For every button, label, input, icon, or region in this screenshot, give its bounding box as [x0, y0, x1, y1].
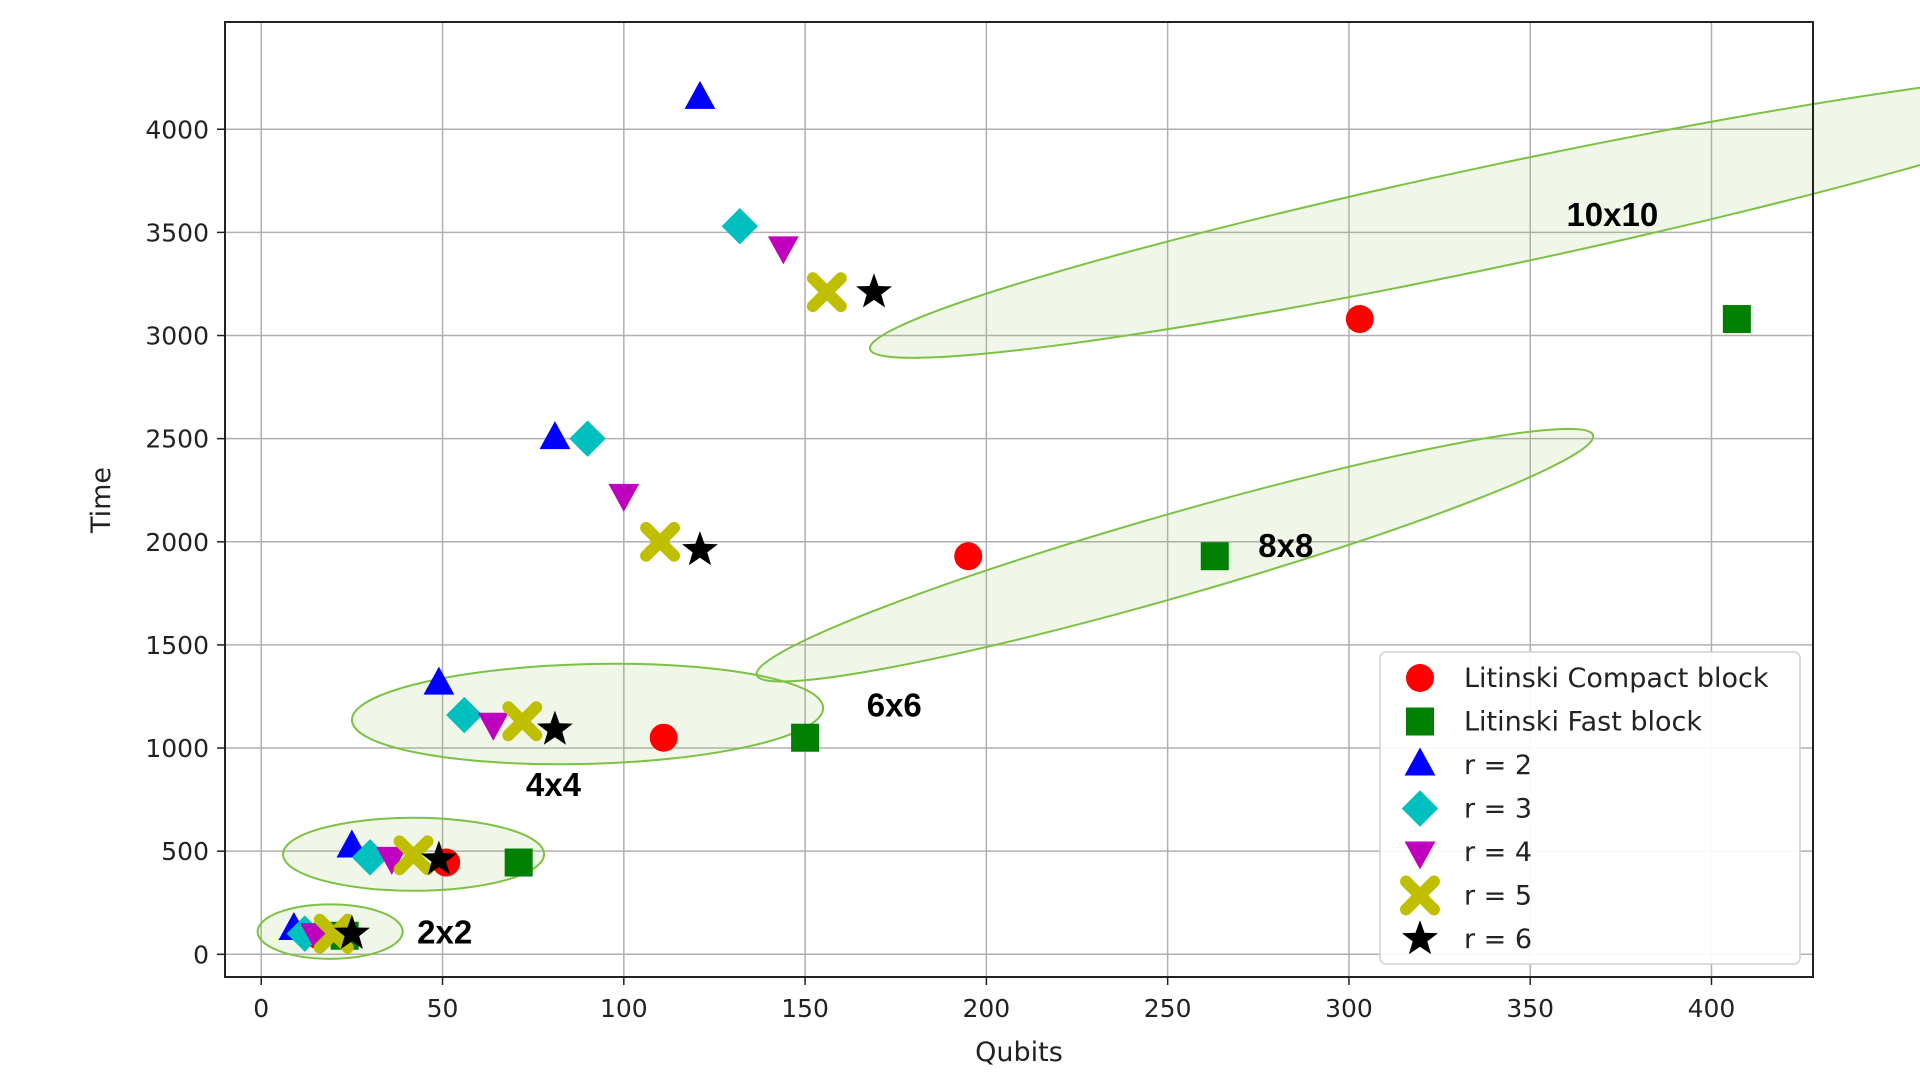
point-r-6 — [682, 531, 718, 566]
legend-marker-r-4 — [1404, 841, 1436, 870]
y-tick-label: 3500 — [145, 218, 209, 247]
point-r-3 — [569, 420, 606, 457]
point-r-5 — [393, 835, 434, 876]
point-r-3 — [721, 208, 759, 245]
legend-marker-r-2 — [1404, 747, 1436, 776]
point-r-4 — [608, 483, 640, 512]
x-axis-label: Qubits — [975, 1037, 1063, 1068]
x-tick-label: 50 — [427, 994, 459, 1023]
group-ellipse-10x10 — [868, 70, 1920, 359]
legend-box — [1379, 651, 1801, 965]
x-tick-label: 300 — [1325, 994, 1373, 1023]
group-label-10x10: 10x10 — [1566, 196, 1658, 233]
point-r-2 — [684, 80, 716, 109]
point-litinski-fast-block — [1722, 305, 1751, 334]
group-ellipse-8x8 — [755, 427, 1595, 683]
group-ellipse-6x6 — [350, 662, 825, 766]
x-tick-label: 350 — [1506, 994, 1554, 1023]
x-tick-label: 100 — [600, 994, 648, 1023]
point-litinski-compact-block — [1345, 305, 1374, 334]
y-tick-label: 3000 — [145, 322, 209, 351]
point-r-6 — [420, 840, 457, 875]
legend-marker-r-5 — [1400, 875, 1440, 916]
point-r-2 — [423, 666, 455, 695]
legend-entry-litinski-compact-block: Litinski Compact block — [1464, 663, 1769, 694]
y-tick-label: 1500 — [145, 631, 209, 660]
x-tick-label: 0 — [253, 994, 269, 1023]
legend-marker-r-3 — [1401, 790, 1439, 827]
y-tick-label: 0 — [193, 940, 209, 969]
point-r-4 — [767, 236, 799, 265]
x-tick-label: 400 — [1688, 994, 1736, 1023]
point-r-4 — [376, 846, 408, 875]
legend-marker-litinski-fast-block — [1406, 707, 1434, 736]
y-axis-label: Time — [86, 467, 117, 534]
group-label-6x6: 6x6 — [867, 687, 922, 724]
x-tick-label: 250 — [1144, 994, 1192, 1023]
y-tick-label: 2500 — [145, 425, 209, 454]
x-tick-label: 200 — [963, 994, 1011, 1023]
point-r-6 — [537, 710, 573, 745]
legend-entry-r-6: r = 6 — [1464, 924, 1532, 955]
group-label-4x4: 4x4 — [526, 766, 582, 803]
legend-entry-r-4: r = 4 — [1464, 837, 1532, 868]
point-litinski-compact-block — [649, 723, 678, 752]
y-tick-label: 4000 — [145, 115, 209, 144]
point-r-6 — [856, 273, 892, 308]
point-litinski-fast-block — [504, 848, 533, 877]
point-litinski-fast-block — [1200, 542, 1229, 571]
point-r-5 — [640, 521, 681, 562]
group-labels: 2x2 4x4 6x6 8x8 10x10 — [417, 196, 1658, 951]
legend: Litinski Compact block Litinski Fast bloc… — [1379, 651, 1801, 965]
legend-marker-litinski-compact-block — [1406, 664, 1434, 692]
data-points — [278, 80, 1751, 954]
point-r-4 — [477, 712, 509, 741]
group-label-8x8: 8x8 — [1258, 527, 1313, 564]
group-ellipses — [256, 70, 1920, 960]
legend-entry-r-2: r = 2 — [1464, 750, 1532, 781]
legend-entry-r-3: r = 3 — [1464, 794, 1532, 825]
y-tick-label: 2000 — [145, 528, 209, 557]
x-tick-label: 150 — [781, 994, 829, 1023]
legend-marker-r-6 — [1402, 920, 1438, 955]
y-tick-label: 500 — [161, 837, 209, 866]
legend-entry-r-5: r = 5 — [1464, 881, 1532, 912]
group-label-2x2: 2x2 — [417, 914, 472, 951]
legend-entry-litinski-fast-block: Litinski Fast block — [1464, 707, 1702, 738]
axis-ticks: 0 50 100 150 200 250 300 350 4000500100015002000… — [145, 115, 1735, 1023]
point-litinski-compact-block — [954, 542, 983, 571]
point-r-5 — [502, 701, 543, 742]
point-r-5 — [806, 272, 847, 313]
point-litinski-fast-block — [791, 723, 820, 752]
point-r-3 — [446, 696, 483, 734]
plot-frame — [224, 21, 1814, 978]
y-tick-label: 1000 — [145, 734, 209, 763]
point-r-6 — [333, 914, 370, 949]
point-r-2 — [539, 421, 571, 450]
